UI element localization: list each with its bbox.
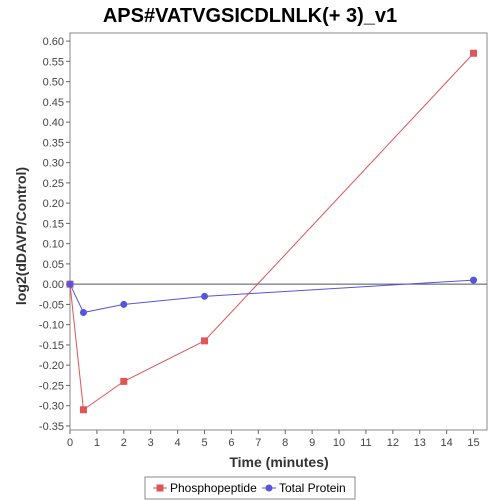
y-tick-label: 0.25 xyxy=(43,178,64,190)
x-tick-label: 3 xyxy=(148,437,154,449)
x-tick-label: 6 xyxy=(228,437,234,449)
y-tick-label: -0.05 xyxy=(39,299,64,311)
x-axis: 0 1 2 3 4 5 6 7 8 9 10 11 12 13 14 15 xyxy=(67,430,480,449)
y-tick-label: 0.05 xyxy=(43,259,64,271)
y-tick-label: 0.55 xyxy=(43,56,64,68)
x-tick-label: 1 xyxy=(94,437,100,449)
series-layer xyxy=(66,49,478,414)
y-tick-label: 0.30 xyxy=(43,158,64,170)
y-tick-label: 0.45 xyxy=(43,97,64,109)
x-tick-label: 4 xyxy=(175,437,181,449)
y-axis: -0.35 -0.30 -0.25 -0.20 -0.15 -0.10 -0.05 0.00 0… xyxy=(39,36,70,433)
chart-title: APS#VATVGSICDLNLK(+ 3)_v1 xyxy=(103,5,397,27)
legend-label: Phosphopeptide xyxy=(170,481,257,495)
x-tick-label: 9 xyxy=(309,437,315,449)
x-tick-label: 11 xyxy=(360,437,371,449)
x-tick-label: 0 xyxy=(67,437,73,449)
plot-border xyxy=(69,32,488,431)
y-tick-label: 0.20 xyxy=(43,198,64,210)
data-point xyxy=(66,280,74,288)
data-point xyxy=(201,292,209,300)
y-tick-label: -0.20 xyxy=(39,360,64,372)
data-point xyxy=(79,406,87,414)
y-tick-label: 0.50 xyxy=(43,77,64,89)
y-tick-label: 0.00 xyxy=(43,279,64,291)
y-tick-label: -0.10 xyxy=(39,320,64,332)
x-tick-label: 10 xyxy=(333,437,345,449)
legend-box xyxy=(144,476,356,500)
y-tick-label: 0.60 xyxy=(43,36,64,48)
data-point xyxy=(120,377,128,385)
x-tick-label: 13 xyxy=(414,437,426,449)
x-tick-label: 5 xyxy=(201,437,207,449)
y-tick-label: -0.35 xyxy=(39,421,64,433)
data-point xyxy=(470,49,478,57)
y-tick-label: 0.10 xyxy=(43,239,64,251)
x-axis-label: Time (minutes) xyxy=(229,454,328,470)
x-tick-label: 7 xyxy=(255,437,261,449)
data-point xyxy=(470,276,478,284)
y-tick-label: -0.15 xyxy=(39,340,64,352)
y-tick-label: 0.35 xyxy=(43,137,64,149)
y-tick-label: 0.15 xyxy=(43,218,64,230)
legend-label: Total Protein xyxy=(279,481,346,495)
x-tick-label: 2 xyxy=(121,437,127,449)
x-tick-label: 14 xyxy=(441,437,453,449)
legend-marker xyxy=(156,484,164,492)
y-axis-label: log2(dDAVP/Control) xyxy=(13,167,29,305)
y-tick-label: 0.40 xyxy=(43,117,64,129)
x-tick-label: 12 xyxy=(387,437,399,449)
data-point xyxy=(120,300,128,308)
plot-area xyxy=(69,32,488,431)
series-total-protein xyxy=(66,276,478,317)
legend-marker xyxy=(265,484,273,492)
legend: Phosphopeptide Total Protein xyxy=(144,476,356,500)
y-tick-label: -0.25 xyxy=(39,380,64,392)
x-tick-label: 8 xyxy=(282,437,288,449)
y-tick-label: -0.30 xyxy=(39,401,64,413)
x-tick-label: 15 xyxy=(467,437,479,449)
data-point xyxy=(201,337,209,345)
data-point xyxy=(79,309,87,317)
